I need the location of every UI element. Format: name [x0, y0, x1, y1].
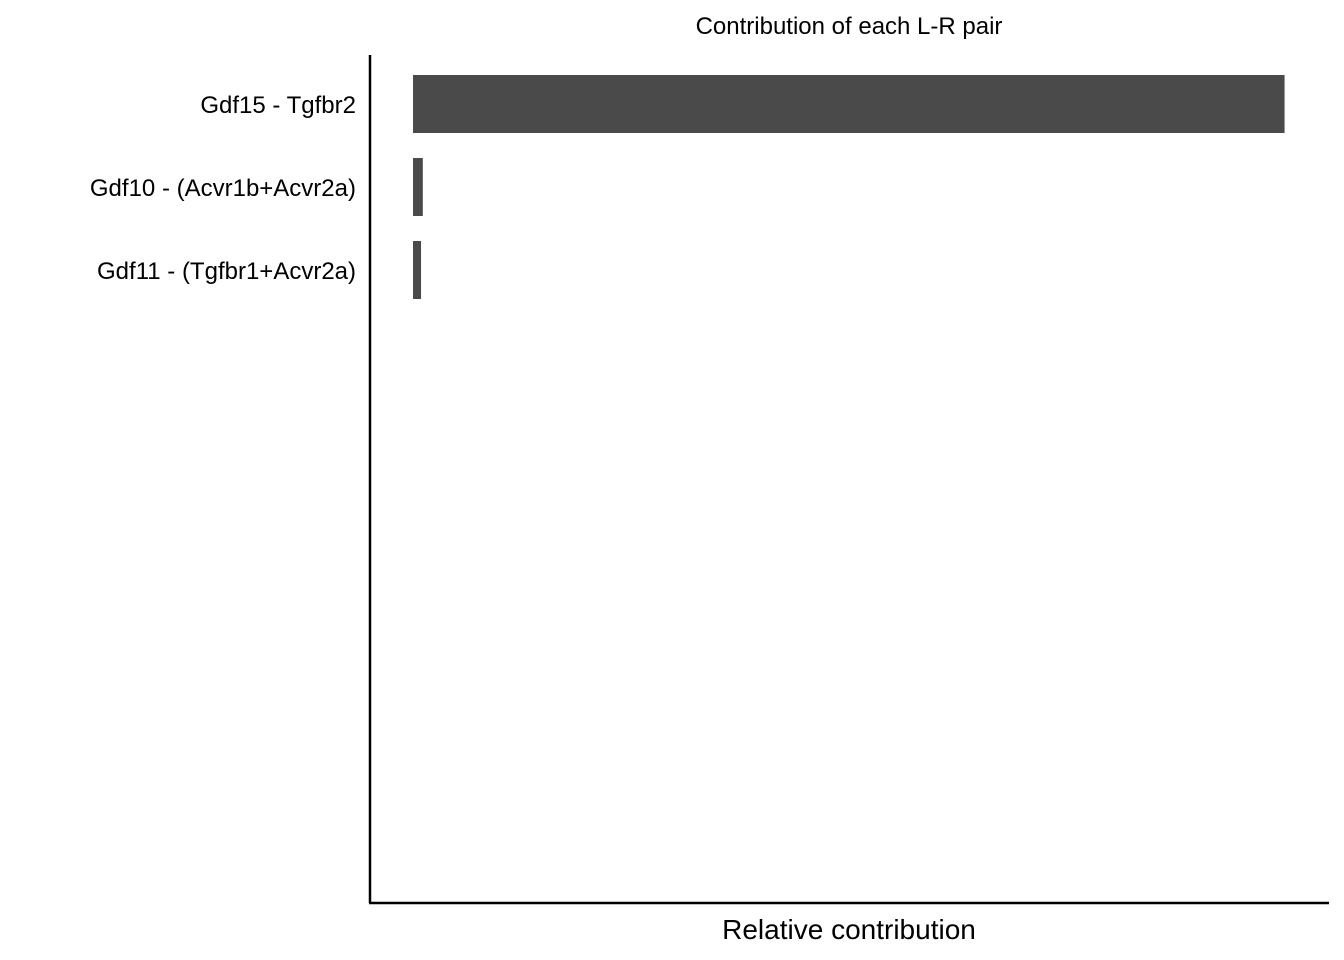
y-tick-label: Gdf11 - (Tgfbr1+Acvr2a): [97, 258, 356, 285]
bar-1: [413, 75, 1285, 133]
chart-title: Contribution of each L-R pair: [696, 13, 1003, 40]
y-tick-label: Gdf15 - Tgfbr2: [200, 92, 356, 119]
y-tick-labels: Gdf15 - Tgfbr2 Gdf10 - (Acvr1b+Acvr2a) Gdf…: [90, 92, 356, 285]
bars-group: [413, 75, 1285, 299]
bar-2: [413, 158, 423, 216]
x-axis-title: Relative contribution: [722, 914, 976, 945]
y-tick-label: Gdf10 - (Acvr1b+Acvr2a): [90, 175, 356, 202]
bar-3: [413, 241, 422, 299]
